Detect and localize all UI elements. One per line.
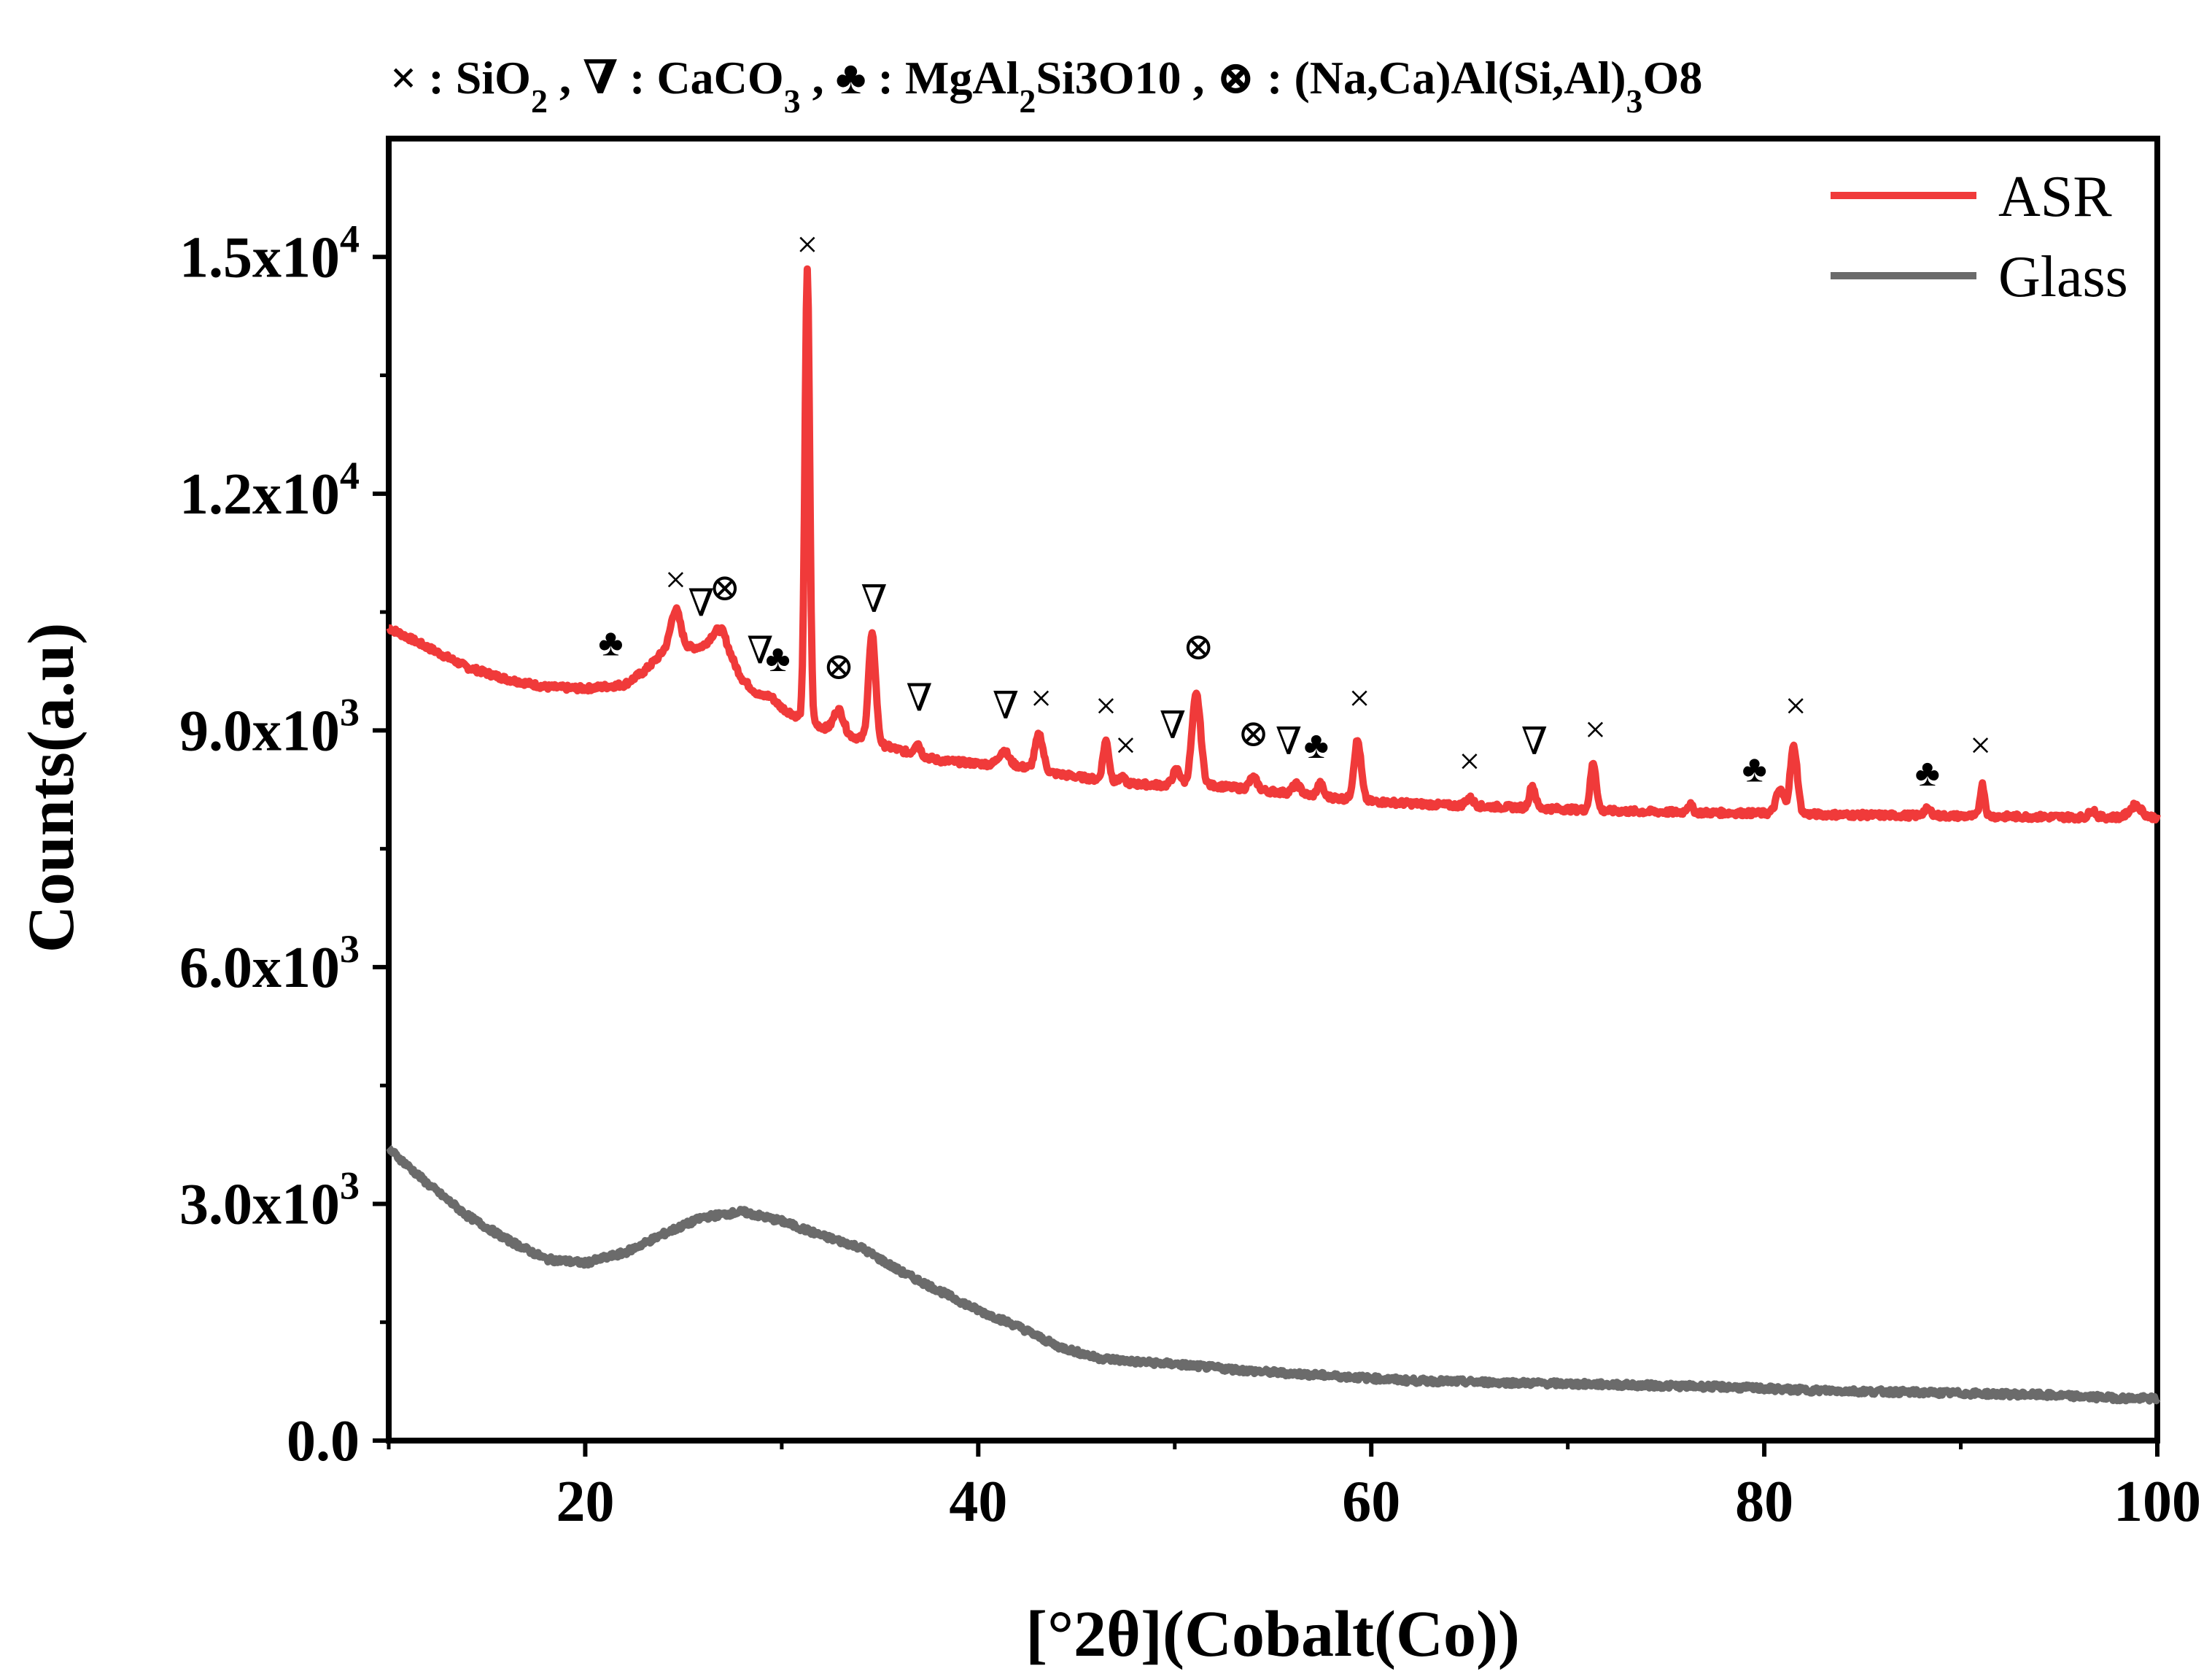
phase-legend: × : SiO2 , ∇ : CaCO3 , ♣ : MgAl2Si3O10 ,…: [390, 52, 1702, 120]
peak-marker: ×: [1970, 725, 1991, 767]
x-tick-label: 60: [1342, 1470, 1400, 1534]
phase-legend-item: × : SiO: [390, 52, 531, 104]
peak-marker: ×: [1585, 710, 1606, 751]
y-axis-title: Counts(a.u): [15, 623, 88, 953]
peak-marker: ⊗: [709, 567, 741, 609]
peak-marker: ⊗: [1182, 627, 1214, 668]
peak-marker: ∇: [747, 630, 773, 672]
y-tick-label: 6.0x103: [179, 927, 360, 1000]
peak-marker: ⊗: [1238, 713, 1270, 755]
phase-legend-text: × : SiO2 , ∇ : CaCO3 , ♣ : MgAl2Si3O10 ,…: [390, 52, 1702, 120]
peak-marker: ♣: [1915, 753, 1940, 794]
y-tick-label: 9.0x103: [179, 690, 360, 763]
peak-marker: ∇: [906, 678, 932, 719]
peak-marker: ♣: [1304, 725, 1329, 767]
peak-marker: ×: [796, 224, 818, 266]
legend: ASR Glass: [1831, 165, 2128, 309]
peak-marker: ×: [1459, 741, 1480, 783]
x-axis-title: [°2θ](Cobalt(Co)): [1025, 1598, 1520, 1670]
series-line-asr: [386, 265, 2161, 824]
peak-marker: ♣: [765, 638, 790, 680]
phase-legend-item: , ⊗ : (Na,Ca)Al(Si,Al): [1181, 52, 1626, 104]
peak-annotations: ♣×∇⊗∇♣×⊗∇∇ ∇ × ×× ∇⊗⊗ ∇ ♣×× ∇ ×♣×♣×: [598, 224, 1991, 794]
peak-marker: ♣: [598, 623, 623, 664]
peak-marker: ∇: [1160, 705, 1186, 747]
peak-marker: ⊗: [823, 646, 855, 688]
y-tick-label: 1.5x104: [179, 217, 360, 290]
peak-marker: ×: [1031, 678, 1052, 719]
peak-marker: ♣: [1742, 749, 1767, 791]
x-tick-label: 40: [949, 1470, 1007, 1534]
peak-marker: ∇: [993, 686, 1019, 727]
series-line-glass: [386, 1144, 2161, 1405]
peak-marker: ×: [1095, 686, 1117, 727]
x-tick-label: 100: [2114, 1470, 2201, 1534]
peak-marker: ∇: [1276, 721, 1302, 763]
x-axis: 20 40 60 80 100: [387, 1441, 2201, 1534]
peak-marker: ×: [1115, 725, 1136, 767]
x-tick-label: 80: [1735, 1470, 1793, 1534]
series-layer: [386, 265, 2161, 1405]
y-tick-label: 1.2x104: [179, 454, 360, 527]
peak-marker: ∇: [861, 579, 887, 621]
legend-label: Glass: [1998, 245, 2128, 309]
peak-marker: ×: [1785, 686, 1807, 727]
y-tick-label: 3.0x103: [179, 1163, 360, 1236]
phase-legend-item: , ∇ : CaCO: [548, 52, 784, 104]
peak-marker: ∇: [1521, 721, 1548, 763]
peak-marker: ×: [665, 559, 686, 601]
plot-frame: [386, 136, 2160, 1444]
x-tick-label: 20: [556, 1470, 614, 1534]
peak-marker: ×: [1348, 678, 1370, 719]
peak-marker: ∇: [688, 584, 714, 625]
phase-legend-item: , ♣ : MgAl: [801, 52, 1020, 104]
y-axis: 0.0 3.0x103 6.0x103 9.0x103 1.2x104 1.5x104: [179, 217, 389, 1473]
legend-label: ASR: [1998, 165, 2112, 229]
y-tick-label: 0.0: [287, 1409, 360, 1473]
